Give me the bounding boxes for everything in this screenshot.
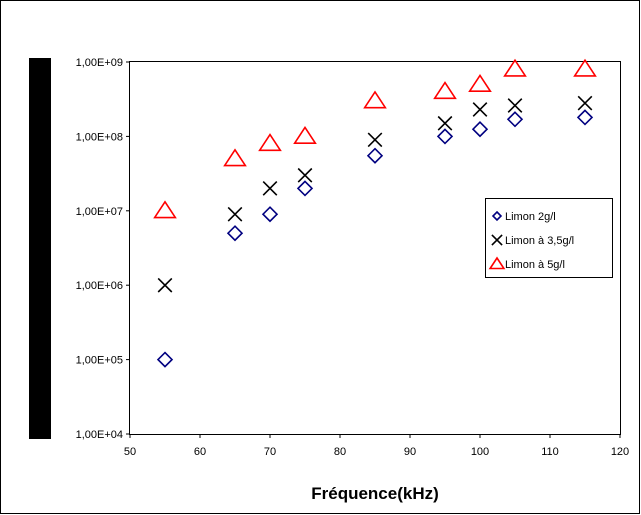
diamond-marker	[261, 206, 279, 223]
y-tick-label: 1,00E+06	[76, 280, 123, 292]
legend-label: Limon 2g/l	[505, 211, 556, 223]
y-axis: 1,00E+04 1,00E+05 1,00E+06 1,00E+07 1,00E+08…	[76, 57, 130, 441]
legend-marker-x	[491, 234, 503, 246]
diamond-marker	[471, 121, 489, 138]
x-tick-label: 120	[611, 446, 629, 458]
x-tick-label: 110	[541, 446, 559, 458]
diamond-marker	[156, 351, 174, 368]
triangle-marker	[293, 125, 317, 144]
legend: Limon 2g/l Limon à 3,5g/l Limon à 5g/l	[485, 198, 613, 278]
diamond-marker	[576, 109, 594, 126]
x-tick-label: 50	[124, 446, 136, 458]
diamond-marker	[506, 111, 524, 128]
triangle-marker	[223, 148, 247, 167]
x-marker	[262, 181, 278, 196]
diamond-marker	[366, 147, 384, 164]
x-marker	[367, 132, 383, 148]
x-marker	[472, 102, 488, 117]
x-marker	[227, 206, 243, 222]
x-marker	[297, 167, 313, 183]
triangle-marker	[258, 133, 282, 152]
y-tick-label: 1,00E+09	[76, 57, 123, 69]
diamond-marker	[436, 128, 454, 145]
triangle-marker	[363, 90, 387, 109]
legend-marker-triangle	[488, 256, 506, 270]
x-tick-label: 100	[471, 446, 489, 458]
triangle-marker	[503, 58, 527, 77]
triangle-marker	[433, 81, 457, 100]
legend-box	[485, 198, 613, 278]
x-tick-label: 70	[264, 446, 276, 458]
triangle-marker	[153, 200, 177, 219]
x-axis-title: Fréquence(kHz)	[311, 484, 439, 503]
y-tick-label: 1,00E+07	[76, 206, 123, 218]
data-points	[153, 58, 597, 368]
x-marker	[437, 115, 453, 131]
y-tick-label: 1,00E+08	[76, 131, 123, 143]
x-tick-label: 90	[404, 446, 416, 458]
legend-label: Limon à 3,5g/l	[505, 235, 574, 247]
x-marker	[577, 95, 593, 111]
x-axis: 50 60 70 80 90 100 110 120	[124, 434, 629, 458]
y-tick-label: 1,00E+04	[76, 429, 123, 441]
y-axis-redaction-bar	[29, 58, 51, 439]
diamond-marker	[296, 180, 314, 197]
triangle-marker	[468, 73, 492, 92]
legend-label: Limon à 5g/l	[505, 259, 565, 271]
plot-area	[129, 61, 621, 435]
diamond-marker	[226, 225, 244, 242]
x-marker	[507, 98, 523, 113]
triangle-marker	[573, 58, 597, 77]
x-tick-label: 60	[194, 446, 206, 458]
y-tick-label: 1,00E+05	[76, 355, 123, 367]
x-marker	[157, 277, 173, 293]
x-tick-label: 80	[334, 446, 346, 458]
legend-marker-diamond	[491, 210, 503, 222]
